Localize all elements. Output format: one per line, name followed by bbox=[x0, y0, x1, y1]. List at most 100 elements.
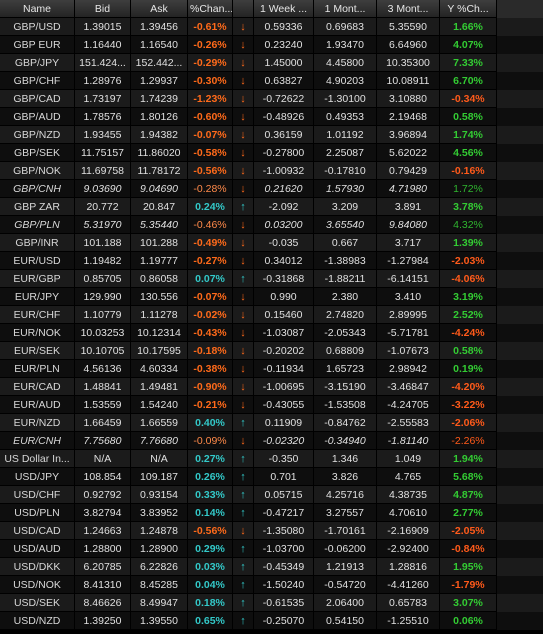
column-header-1-month[interactable]: 1 Mont... bbox=[314, 0, 377, 18]
cell-1-month: 3.65540 bbox=[314, 216, 377, 234]
cell-3-month: -2.92400 bbox=[377, 540, 440, 558]
table-row[interactable]: EUR/SEK 10.10705 10.17595 -0.18% ↓ -0.20202 0.… bbox=[0, 342, 543, 360]
cell-name: EUR/CHF bbox=[0, 306, 75, 324]
column-header-ask[interactable]: Ask bbox=[131, 0, 188, 18]
cell-ask: 0.86058 bbox=[131, 270, 188, 288]
column-header-y-pct-change[interactable]: Y %Ch... bbox=[440, 0, 497, 18]
cell-1-month: 1.21913 bbox=[314, 558, 377, 576]
cell-3-month: 6.64960 bbox=[377, 36, 440, 54]
cell-ask: 130.556 bbox=[131, 288, 188, 306]
table-row[interactable]: USD/SEK 8.46626 8.49947 0.18% ↑ -0.61535 2.064… bbox=[0, 594, 543, 612]
cell-y-pct-change: 4.56% bbox=[440, 144, 497, 162]
cell-3-month: 2.89995 bbox=[377, 306, 440, 324]
table-row[interactable]: EUR/CAD 1.48841 1.49481 -0.90% ↓ -1.00695 -3.1… bbox=[0, 378, 543, 396]
table-row[interactable]: GBP/INR 101.188 101.288 -0.49% ↓ -0.035 0.667 3… bbox=[0, 234, 543, 252]
table-row[interactable]: USD/AUD 1.28800 1.28900 0.29% ↑ -1.03700 -0.06… bbox=[0, 540, 543, 558]
cell-y-pct-change: 1.66% bbox=[440, 18, 497, 36]
cell-3-month: -1.25510 bbox=[377, 612, 440, 630]
table-row[interactable]: GBP/CAD 1.73197 1.74239 -1.23% ↓ -0.72622 -1.3… bbox=[0, 90, 543, 108]
cell-1-month: -1.70161 bbox=[314, 522, 377, 540]
cell-ask: 11.78172 bbox=[131, 162, 188, 180]
table-row[interactable]: US Dollar In... N/A N/A 0.27% ↑ -0.350 1.346 1.… bbox=[0, 450, 543, 468]
cell-ask: 1.19777 bbox=[131, 252, 188, 270]
column-header-name[interactable]: Name bbox=[0, 0, 75, 18]
cell-1-week: 1.45000 bbox=[254, 54, 314, 72]
table-row[interactable]: EUR/GBP 0.85705 0.86058 0.07% ↑ -0.31868 -1.88… bbox=[0, 270, 543, 288]
arrow-down-icon: ↓ bbox=[233, 90, 254, 108]
cell-1-week: 0.59336 bbox=[254, 18, 314, 36]
table-row[interactable]: GBP/NZD 1.93455 1.94382 -0.07% ↓ 0.36159 1.011… bbox=[0, 126, 543, 144]
cell-pct-change: -0.49% bbox=[188, 234, 233, 252]
cell-pct-change: -0.61% bbox=[188, 18, 233, 36]
cell-pct-change: 0.04% bbox=[188, 576, 233, 594]
table-row[interactable]: USD/NZD 1.39250 1.39550 0.65% ↑ -0.25070 0.541… bbox=[0, 612, 543, 630]
column-header-3-month[interactable]: 3 Mont... bbox=[377, 0, 440, 18]
cell-pct-change: 0.65% bbox=[188, 612, 233, 630]
table-row[interactable]: EUR/JPY 129.990 130.556 -0.07% ↓ 0.990 2.380 3.… bbox=[0, 288, 543, 306]
cell-1-month: 3.209 bbox=[314, 198, 377, 216]
cell-1-month: -2.05343 bbox=[314, 324, 377, 342]
table-row[interactable]: GBP/AUD 1.78576 1.80126 -0.60% ↓ -0.48926 0.49… bbox=[0, 108, 543, 126]
table-row[interactable]: GBP EUR 1.16440 1.16540 -0.26% ↓ 0.23240 1.934… bbox=[0, 36, 543, 54]
cell-pct-change: -0.46% bbox=[188, 216, 233, 234]
cell-1-week: -1.03700 bbox=[254, 540, 314, 558]
cell-3-month: 10.35300 bbox=[377, 54, 440, 72]
table-row[interactable]: GBP ZAR 20.772 20.847 0.24% ↑ -2.092 3.209 3.89… bbox=[0, 198, 543, 216]
cell-ask: 9.04690 bbox=[131, 180, 188, 198]
table-row[interactable]: EUR/NZD 1.66459 1.66559 0.40% ↑ 0.11909 -0.847… bbox=[0, 414, 543, 432]
cell-bid: 11.75157 bbox=[75, 144, 131, 162]
cell-1-month: -0.06200 bbox=[314, 540, 377, 558]
cell-3-month: 4.71980 bbox=[377, 180, 440, 198]
table-row[interactable]: EUR/CNH 7.75680 7.76680 -0.09% ↓ -0.02320 -0.3… bbox=[0, 432, 543, 450]
table-row[interactable]: GBP/SEK 11.75157 11.86020 -0.58% ↓ -0.27800 2.… bbox=[0, 144, 543, 162]
table-row[interactable]: EUR/AUD 1.53559 1.54240 -0.21% ↓ -0.43055 -1.5… bbox=[0, 396, 543, 414]
cell-name: EUR/CAD bbox=[0, 378, 75, 396]
table-row[interactable]: GBP/CHF 1.28976 1.29937 -0.30% ↓ 0.63827 4.902… bbox=[0, 72, 543, 90]
cell-name: EUR/CNH bbox=[0, 432, 75, 450]
table-row[interactable]: GBP/NOK 11.69758 11.78172 -0.56% ↓ -1.00932 -0… bbox=[0, 162, 543, 180]
cell-3-month: 1.28816 bbox=[377, 558, 440, 576]
table-row[interactable]: GBP/CNH 9.03690 9.04690 -0.28% ↓ 0.21620 1.579… bbox=[0, 180, 543, 198]
arrow-down-icon: ↓ bbox=[233, 126, 254, 144]
cell-1-week: 0.05715 bbox=[254, 486, 314, 504]
table-row[interactable]: EUR/CHF 1.10779 1.11278 -0.02% ↓ 0.15460 2.748… bbox=[0, 306, 543, 324]
table-row[interactable]: USD/CAD 1.24663 1.24878 -0.56% ↓ -1.35080 -1.7… bbox=[0, 522, 543, 540]
cell-name: GBP ZAR bbox=[0, 198, 75, 216]
table-row[interactable]: USD/PLN 3.82794 3.83952 0.14% ↑ -0.47217 3.275… bbox=[0, 504, 543, 522]
arrow-up-icon: ↑ bbox=[233, 270, 254, 288]
cell-1-week: 0.21620 bbox=[254, 180, 314, 198]
cell-bid: 1.19482 bbox=[75, 252, 131, 270]
column-header-1-week[interactable]: 1 Week ... bbox=[254, 0, 314, 18]
table-row[interactable]: EUR/USD 1.19482 1.19777 -0.27% ↓ 0.34012 -1.38… bbox=[0, 252, 543, 270]
cell-pct-change: -0.30% bbox=[188, 72, 233, 90]
cell-ask: 1.80126 bbox=[131, 108, 188, 126]
column-header-bid[interactable]: Bid bbox=[75, 0, 131, 18]
table-row[interactable]: USD/NOK 8.41310 8.45285 0.04% ↑ -1.50240 -0.54… bbox=[0, 576, 543, 594]
cell-3-month: 0.79429 bbox=[377, 162, 440, 180]
cell-pct-change: -0.07% bbox=[188, 288, 233, 306]
cell-y-pct-change: 2.77% bbox=[440, 504, 497, 522]
cell-1-month: 4.25716 bbox=[314, 486, 377, 504]
arrow-down-icon: ↓ bbox=[233, 522, 254, 540]
column-header-trend[interactable] bbox=[233, 0, 254, 18]
table-row[interactable]: EUR/NOK 10.03253 10.12314 -0.43% ↓ -1.03087 -2… bbox=[0, 324, 543, 342]
cell-y-pct-change: 1.39% bbox=[440, 234, 497, 252]
table-row[interactable]: GBP/USD 1.39015 1.39456 -0.61% ↓ 0.59336 0.696… bbox=[0, 18, 543, 36]
cell-name: USD/DKK bbox=[0, 558, 75, 576]
table-row[interactable]: USD/CHF 0.92792 0.93154 0.33% ↑ 0.05715 4.2571… bbox=[0, 486, 543, 504]
table-row[interactable]: GBP/JPY 151.424... 152.442... -0.29% ↓ 1.4500… bbox=[0, 54, 543, 72]
cell-1-week: -0.31868 bbox=[254, 270, 314, 288]
table-row[interactable]: USD/DKK 6.20785 6.22826 0.03% ↑ -0.45349 1.219… bbox=[0, 558, 543, 576]
cell-ask: 10.17595 bbox=[131, 342, 188, 360]
cell-ask: 11.86020 bbox=[131, 144, 188, 162]
table-row[interactable]: EUR/PLN 4.56136 4.60334 -0.38% ↓ -0.11934 1.65… bbox=[0, 360, 543, 378]
cell-1-week: -0.47217 bbox=[254, 504, 314, 522]
cell-1-month: 4.45800 bbox=[314, 54, 377, 72]
table-row[interactable]: GBP/PLN 5.31970 5.35440 -0.46% ↓ 0.03200 3.655… bbox=[0, 216, 543, 234]
cell-y-pct-change: 4.07% bbox=[440, 36, 497, 54]
column-header-pct-change[interactable]: %Chan... bbox=[188, 0, 233, 18]
cell-ask: 1.28900 bbox=[131, 540, 188, 558]
cell-3-month: 2.98942 bbox=[377, 360, 440, 378]
table-row[interactable]: USD/JPY 108.854 109.187 0.26% ↑ 0.701 3.826 4.7… bbox=[0, 468, 543, 486]
cell-pct-change: 0.33% bbox=[188, 486, 233, 504]
